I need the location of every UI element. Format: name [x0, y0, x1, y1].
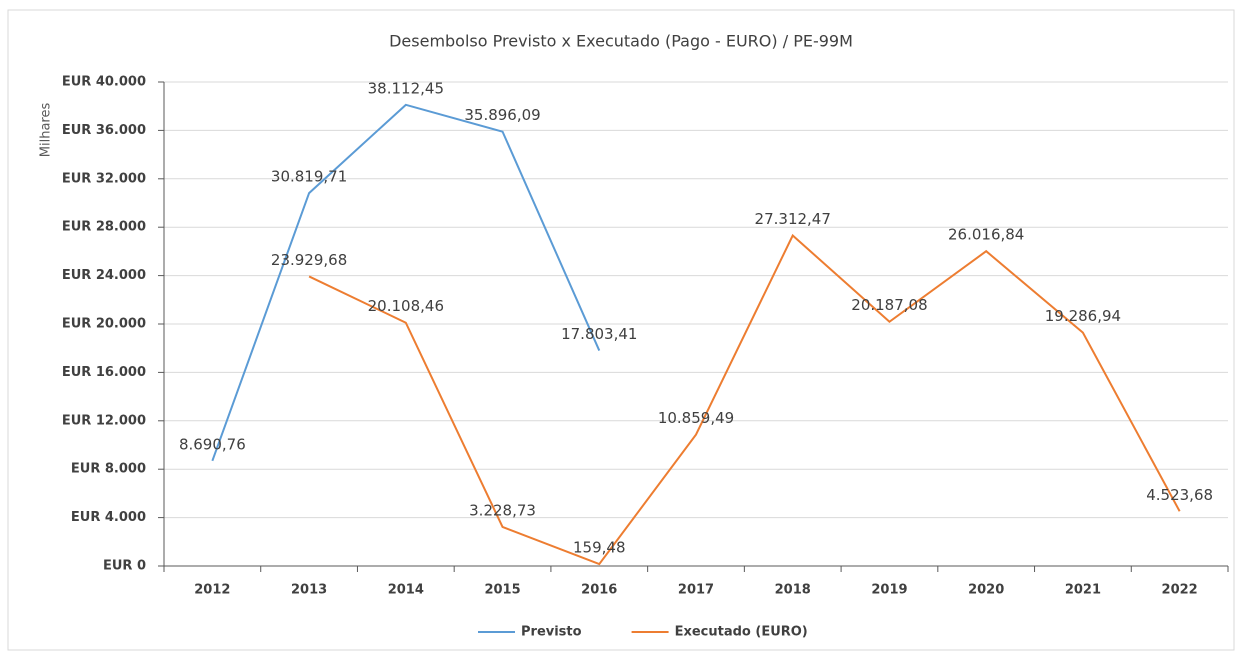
data-label: 159,48 — [573, 539, 626, 557]
y-tick-label: EUR 24.000 — [62, 268, 146, 283]
y-tick-label: EUR 8.000 — [71, 462, 146, 477]
data-label: 26.016,84 — [948, 226, 1024, 244]
chart-frame — [7, 9, 1235, 651]
data-label: 10.859,49 — [658, 409, 734, 427]
data-label: 4.523,68 — [1146, 486, 1213, 504]
x-tick-label: 2018 — [775, 583, 811, 598]
y-axis-label: Milhares — [39, 103, 54, 158]
x-tick-label: 2012 — [194, 583, 230, 598]
x-tick-label: 2013 — [291, 583, 327, 598]
data-label: 17.803,41 — [561, 325, 637, 343]
x-tick-label: 2015 — [484, 583, 520, 598]
legend-label: Executado (EURO) — [675, 625, 808, 640]
series-line — [211, 103, 601, 462]
y-tick-label: EUR 40.000 — [62, 75, 146, 90]
data-label: 30.819,71 — [271, 168, 347, 186]
data-label: 19.286,94 — [1045, 307, 1121, 325]
data-label: 20.108,46 — [368, 297, 444, 315]
y-tick-label: EUR 12.000 — [62, 413, 146, 428]
x-tick-label: 2014 — [388, 583, 424, 598]
x-tick-label: 2016 — [581, 583, 617, 598]
data-label: 27.312,47 — [755, 210, 831, 228]
y-tick-label: EUR 4.000 — [71, 510, 146, 525]
x-tick-label: 2019 — [871, 583, 907, 598]
y-tick-label: EUR 36.000 — [62, 123, 146, 138]
y-tick-label: EUR 32.000 — [62, 171, 146, 186]
y-tick-label: EUR 0 — [103, 559, 146, 574]
data-label: 23.929,68 — [271, 251, 347, 269]
data-label: 20.187,08 — [851, 296, 927, 314]
legend-label: Previsto — [521, 625, 582, 640]
x-tick-label: 2020 — [968, 583, 1004, 598]
data-label: 35.896,09 — [464, 106, 540, 124]
y-tick-label: EUR 16.000 — [62, 365, 146, 380]
data-label: 3.228,73 — [469, 501, 536, 519]
x-tick-label: 2022 — [1162, 583, 1198, 598]
chart-title: Desembolso Previsto x Executado (Pago - … — [389, 32, 853, 51]
y-tick-label: EUR 20.000 — [62, 317, 146, 332]
x-tick-label: 2021 — [1065, 583, 1101, 598]
y-tick-label: EUR 28.000 — [62, 220, 146, 235]
x-tick-label: 2017 — [678, 583, 714, 598]
data-label: 38.112,45 — [368, 79, 444, 97]
data-label: 8.690,76 — [179, 435, 246, 453]
series-line — [308, 233, 1181, 566]
